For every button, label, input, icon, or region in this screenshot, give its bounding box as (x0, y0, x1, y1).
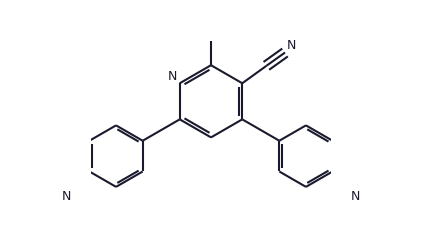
Text: N: N (62, 189, 71, 202)
Text: N: N (287, 39, 296, 52)
Text: N: N (168, 70, 178, 83)
Text: N: N (351, 189, 360, 202)
